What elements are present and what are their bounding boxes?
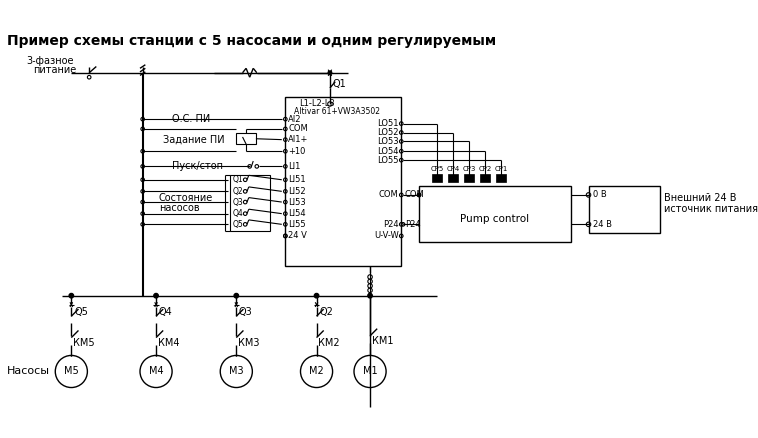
Text: Altivar 61+VW3A3502: Altivar 61+VW3A3502: [294, 107, 381, 117]
Text: Pump control: Pump control: [460, 214, 529, 223]
Text: Q5: Q5: [74, 307, 88, 317]
Text: U-V-W: U-V-W: [374, 231, 399, 240]
Text: M2: M2: [309, 367, 324, 377]
Text: 3-фазное: 3-фазное: [27, 56, 74, 66]
Bar: [464, 173, 475, 181]
Text: COM: COM: [288, 124, 308, 134]
Text: CP2: CP2: [478, 166, 492, 172]
Text: LI51: LI51: [288, 175, 305, 184]
Text: Внешний 24 В: Внешний 24 В: [664, 193, 737, 203]
Text: Насосы: Насосы: [7, 367, 50, 377]
Text: L1-L2-L3: L1-L2-L3: [299, 99, 334, 109]
Text: насосов: насосов: [158, 203, 199, 213]
Text: Q3: Q3: [233, 198, 243, 207]
Text: питание: питание: [33, 65, 77, 75]
Circle shape: [418, 193, 421, 197]
Circle shape: [368, 293, 372, 298]
Text: Q2: Q2: [319, 307, 333, 317]
Bar: [431, 173, 442, 181]
Bar: [230, 175, 270, 230]
Circle shape: [154, 293, 158, 298]
Text: Пример схемы станции с 5 насосами и одним регулируемым: Пример схемы станции с 5 насосами и одни…: [7, 35, 496, 49]
Text: источник питания: источник питания: [664, 204, 758, 214]
Text: COM: COM: [379, 191, 399, 199]
Text: M4: M4: [149, 367, 164, 377]
Text: CP5: CP5: [431, 166, 443, 172]
Text: 24 В: 24 В: [593, 220, 612, 229]
Text: LI1: LI1: [288, 162, 300, 171]
Text: M1: M1: [363, 367, 377, 377]
Circle shape: [315, 293, 319, 298]
Text: КМ3: КМ3: [238, 338, 259, 348]
Text: Q3: Q3: [239, 307, 252, 317]
Text: Q4: Q4: [158, 307, 173, 317]
Bar: [236, 134, 256, 144]
Text: LI52: LI52: [288, 187, 305, 196]
Bar: [496, 173, 506, 181]
Text: AI2: AI2: [288, 115, 302, 124]
Text: Задание ПИ: Задание ПИ: [163, 134, 225, 145]
Text: КМ4: КМ4: [158, 338, 180, 348]
Text: CP4: CP4: [446, 166, 459, 172]
Text: LI53: LI53: [288, 198, 305, 207]
Text: COM: COM: [405, 191, 424, 199]
Text: AI1+: AI1+: [288, 135, 309, 144]
Circle shape: [69, 293, 74, 298]
Text: Q1: Q1: [233, 175, 243, 184]
Text: Q5: Q5: [233, 220, 243, 229]
Bar: [480, 173, 490, 181]
Text: 24 V: 24 V: [288, 231, 307, 240]
Text: CP1: CP1: [494, 166, 508, 172]
Text: LO53: LO53: [377, 137, 399, 146]
Text: Q2: Q2: [233, 187, 243, 196]
Text: Q1: Q1: [333, 79, 346, 89]
Bar: [588, 186, 660, 233]
Text: P24: P24: [383, 220, 399, 229]
Text: Состояние: Состояние: [158, 194, 213, 204]
Text: LO51: LO51: [377, 119, 399, 128]
Bar: [285, 97, 401, 266]
Bar: [419, 186, 571, 242]
Text: О.С. ПИ: О.С. ПИ: [172, 114, 211, 124]
Text: КМ1: КМ1: [372, 336, 393, 346]
Text: Q4: Q4: [233, 209, 243, 218]
Bar: [448, 173, 459, 181]
Text: M3: M3: [229, 367, 243, 377]
Text: Пуск/стоп: Пуск/стоп: [172, 161, 223, 171]
Text: CP3: CP3: [462, 166, 476, 172]
Text: 0 В: 0 В: [593, 191, 606, 199]
Circle shape: [328, 71, 332, 74]
Text: КМ2: КМ2: [318, 338, 340, 348]
Text: LO54: LO54: [377, 147, 399, 156]
Text: P24: P24: [405, 220, 421, 229]
Text: LO52: LO52: [377, 128, 399, 137]
Text: LI54: LI54: [288, 209, 305, 218]
Text: LI55: LI55: [288, 220, 305, 229]
Text: M5: M5: [64, 367, 79, 377]
Text: КМ5: КМ5: [73, 338, 95, 348]
Circle shape: [234, 293, 239, 298]
Text: LO55: LO55: [377, 155, 399, 165]
Text: +10: +10: [288, 147, 305, 156]
